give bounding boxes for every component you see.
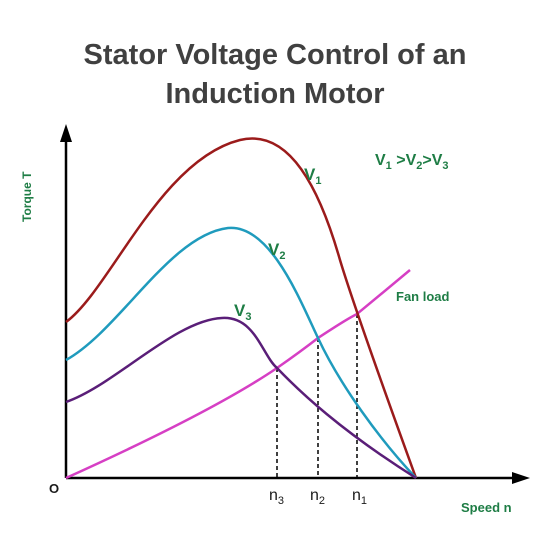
y-axis-label: Torque T [20, 171, 34, 222]
title-line-1: Stator Voltage Control of an [83, 39, 467, 71]
page-title: Stator Voltage Control of an Induction M… [0, 36, 550, 114]
speed-label-n3: n3 [269, 487, 284, 507]
x-axis-arrow-icon [512, 472, 530, 484]
curve-v2 [65, 226, 417, 479]
curve-v3 [65, 316, 417, 480]
x-axis-label: Speed n [461, 500, 512, 515]
fan-load-label: Fan load [396, 289, 450, 304]
speed-label-n2: n2 [310, 487, 325, 507]
fan-load-curve [65, 269, 411, 480]
voltage-relation: V1 >V2>V3 [375, 152, 449, 172]
title-line-2: Induction Motor [165, 78, 385, 110]
curve-label-v2: V2 [268, 240, 285, 262]
curve-label-v1: V1 [304, 165, 321, 187]
speed-label-n1: n1 [352, 487, 367, 507]
curve-v1 [65, 137, 418, 479]
origin-label: O [49, 481, 59, 496]
y-axis-arrow-icon [60, 124, 72, 142]
curve-label-v3: V3 [234, 301, 251, 323]
